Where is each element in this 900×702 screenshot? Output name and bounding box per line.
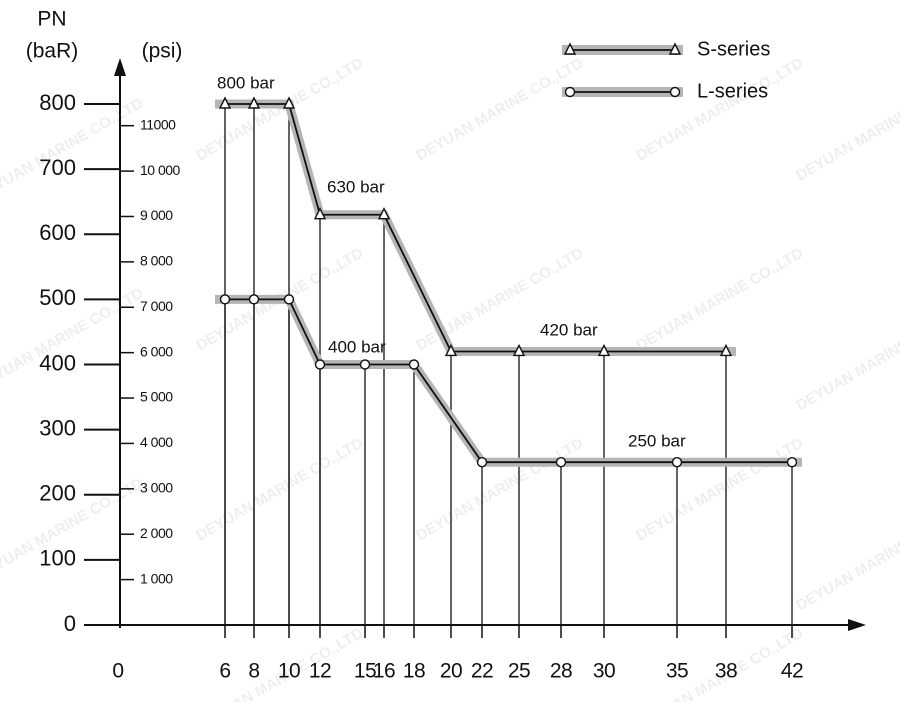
x-tick-label: 30 [593, 660, 615, 683]
marker [283, 294, 295, 305]
y-tick-label: 400 [39, 350, 76, 375]
series-band [215, 294, 802, 467]
marker [219, 294, 231, 305]
y-label-unit: (baR) [26, 40, 79, 63]
watermark: DEYUAN MARINE CO.,LTD [413, 55, 586, 165]
marker [512, 343, 526, 357]
annotation: 630 bar [327, 177, 385, 196]
marker [597, 343, 611, 357]
legend-marker [668, 42, 682, 55]
x-tick-label: 10 [278, 660, 300, 683]
y2-tick-label: 3 000 [140, 480, 173, 496]
y-tick-label: 300 [39, 415, 76, 440]
y-tick-label: 500 [39, 285, 76, 310]
x-tick-label: 15 [354, 660, 376, 683]
x-tick-label: 20 [440, 660, 462, 683]
x-tick-label: 35 [666, 660, 688, 683]
marker [248, 294, 260, 305]
x-tick-label: 25 [508, 660, 530, 683]
marker [444, 343, 458, 357]
x-tick-label: 42 [781, 660, 803, 683]
legend-marker [564, 86, 576, 98]
y2-tick-label: 10 000 [140, 162, 181, 178]
y2-tick-label: 1 000 [140, 570, 173, 586]
x-tick-label: 18 [403, 660, 425, 683]
marker [247, 96, 261, 109]
y2-tick-label: 5 000 [140, 389, 173, 405]
x-tick-label: 38 [715, 660, 737, 683]
x-tick-label: 6 [219, 660, 230, 683]
y-arrow [114, 58, 126, 76]
watermark: DEYUAN MARINE CO.,LTD [193, 55, 366, 165]
watermark: DEYUAN MARINE CO.,LTD [793, 305, 900, 415]
watermark: DEYUAN MARINE CO.,LTD [633, 55, 806, 165]
marker [476, 456, 488, 468]
y-tick-label: 800 [39, 90, 76, 115]
marker [313, 207, 327, 220]
y2-tick-label: 8 000 [140, 253, 173, 269]
watermarks: DEYUAN MARINE CO.,LTD DEYUAN MARINE CO.,L… [0, 55, 900, 702]
y2-tick-label: 2 000 [140, 525, 173, 541]
watermark: DEYUAN MARINE CO.,LTD [633, 245, 806, 355]
x-tick-label: 8 [248, 660, 259, 683]
y-tick-label: 0 [64, 611, 76, 636]
y2-tick-label: 9 000 [140, 207, 173, 223]
annotation: 400 bar [328, 337, 386, 356]
y-tick-label: 700 [39, 155, 76, 180]
x-arrow [848, 619, 866, 631]
marker [282, 96, 296, 109]
y2-tick-label: 4 000 [140, 434, 173, 450]
annotation: 250 bar [628, 431, 686, 450]
y-tick-label: 100 [39, 546, 76, 571]
marker [671, 456, 683, 468]
y-tick-label: 600 [39, 220, 76, 245]
annotation: 800 bar [217, 73, 275, 92]
watermark: DEYUAN MARINE CO.,LTD [793, 505, 900, 615]
x-tick-label: 28 [550, 660, 572, 683]
legend-label: L-series [697, 80, 768, 102]
marker [359, 359, 371, 370]
x-tick-label: 22 [471, 660, 493, 683]
y2-tick-label: 11000 [140, 116, 176, 132]
marker [719, 343, 733, 357]
y-tick-label: 200 [39, 481, 76, 506]
y2-tick-label: 7 000 [140, 298, 173, 314]
marker [314, 359, 326, 370]
series-line [225, 298, 792, 464]
legend-label: S-series [697, 38, 770, 60]
watermark: DEYUAN MARINE CO.,LTD [793, 75, 900, 185]
marker [218, 96, 232, 109]
y2-label: (psi) [142, 40, 183, 63]
marker [555, 456, 567, 468]
y2-tick-label: 6 000 [140, 343, 173, 359]
marker [377, 207, 391, 220]
watermark: DEYUAN MARINE CO.,LTD [413, 435, 586, 545]
legend-marker [669, 86, 681, 98]
x-tick-label: 12 [309, 660, 331, 683]
x-tick-label: 16 [373, 660, 395, 683]
marker [786, 456, 798, 468]
x-tick-label: 0 [112, 660, 123, 683]
legend-marker [563, 42, 577, 55]
annotation: 420 bar [540, 320, 598, 339]
y-label: PN [37, 8, 66, 31]
watermark: DEYUAN MARINE CO.,LTD [633, 435, 806, 545]
watermark: DEYUAN MARINE CO.,LTD [193, 435, 366, 545]
marker [408, 359, 420, 370]
